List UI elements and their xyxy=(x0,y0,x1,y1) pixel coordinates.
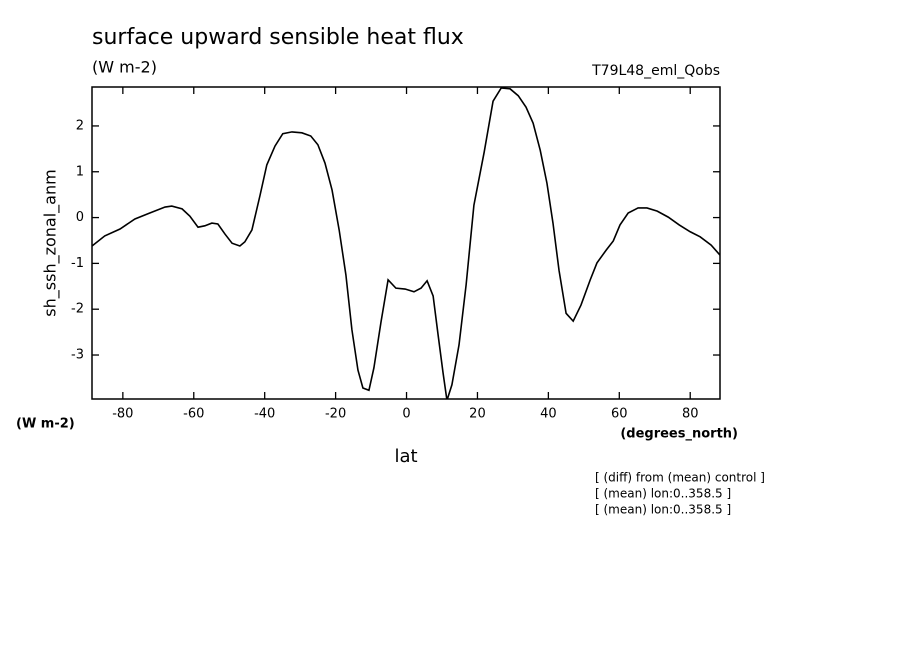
y-tick-label: 2 xyxy=(76,118,84,133)
x-tick-label: -40 xyxy=(254,407,275,422)
annotation: [ (mean) lon:0..358.5 ] xyxy=(595,503,731,517)
x-tick-label: 40 xyxy=(540,407,557,422)
y-tick-label: -3 xyxy=(71,348,84,363)
y-tick-label: -1 xyxy=(71,256,84,271)
y-units: (W m-2) xyxy=(16,417,75,432)
x-units: (degrees_north) xyxy=(620,427,738,442)
y-tick-label: -2 xyxy=(71,302,84,317)
x-tick-label: -80 xyxy=(112,407,133,422)
x-tick-label: 80 xyxy=(682,407,699,422)
chart-title: surface upward sensible heat flux xyxy=(92,25,464,50)
x-axis-label: lat xyxy=(394,446,417,467)
x-tick-label: -20 xyxy=(325,407,346,422)
data-line xyxy=(92,87,720,399)
x-tick-label: -60 xyxy=(183,407,204,422)
x-tick-label: 20 xyxy=(469,407,486,422)
annotation: [ (mean) lon:0..358.5 ] xyxy=(595,487,731,501)
y-tick-label: 0 xyxy=(76,210,84,225)
subtitle: (W m-2) xyxy=(92,58,157,77)
y-tick-label: 1 xyxy=(76,164,84,179)
annotation: [ (diff) from (mean) control ] xyxy=(595,471,765,485)
x-tick-label: 60 xyxy=(611,407,628,422)
x-tick-label: 0 xyxy=(402,407,410,422)
y-axis-label: sh_ssh_zonal_anm xyxy=(41,169,61,316)
plot-frame xyxy=(91,86,721,400)
run-label: T79L48_eml_Qobs xyxy=(591,63,720,79)
